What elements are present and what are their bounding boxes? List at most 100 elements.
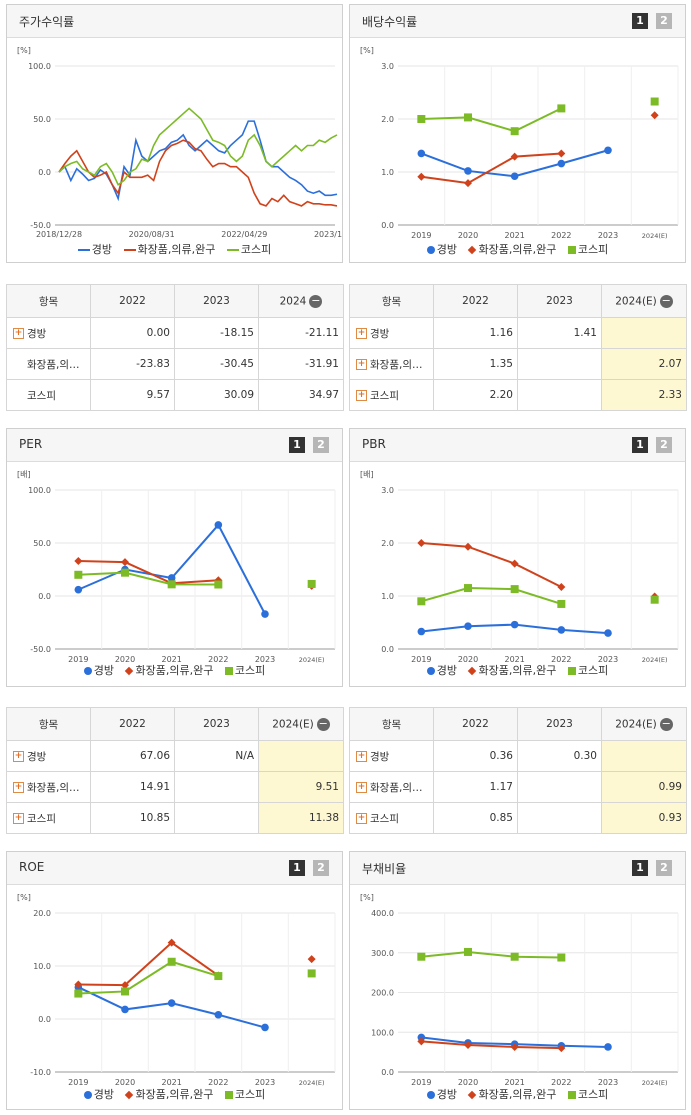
collapse-minus-icon[interactable]: − (659, 293, 673, 308)
series-kospi-line (421, 107, 562, 133)
x-tick-label: 2022 (208, 655, 228, 664)
expand-plus-icon[interactable]: + (13, 782, 24, 793)
legend-item-kospi[interactable]: 코스피 (226, 241, 271, 257)
series-apparel-point (417, 172, 426, 181)
legend-item-gyeongbang[interactable]: 경방 (426, 1086, 457, 1102)
table-cell (517, 379, 602, 411)
legend-item-apparel[interactable]: 화장품,의류,완구 (467, 662, 556, 678)
y-tick-label: 10.0 (33, 962, 51, 971)
x-tick-label: 2021 (161, 1078, 181, 1087)
expand-plus-icon[interactable]: + (356, 782, 367, 793)
column-header: 2022 (433, 284, 518, 318)
series-kospi-point (417, 115, 426, 123)
series-apparel-line (78, 941, 219, 987)
table-cell: 1.41 (517, 317, 602, 349)
expand-plus-icon[interactable]: + (13, 328, 24, 339)
legend-item-apparel[interactable]: 화장품,의류,완구 (123, 241, 215, 257)
table-cell-estimate (601, 317, 687, 349)
y-tick-label: 3.0 (381, 486, 394, 495)
table-cell: -21.11 (258, 317, 344, 349)
legend-circle-icon (83, 1091, 92, 1099)
y-tick-label: 100.0 (28, 486, 51, 495)
chart-legend: 경방 화장품,의류,완구 코스피 (7, 1086, 342, 1102)
series-gyeongbang-point (464, 622, 472, 631)
expand-plus-icon[interactable]: + (356, 390, 367, 401)
series-apparel-line (421, 152, 562, 185)
legend-item-apparel[interactable]: 화장품,의류,완구 (124, 662, 213, 678)
table-row: + 코스피 0.85 0.93 (349, 802, 687, 834)
page-2-button[interactable]: 2 (313, 860, 329, 876)
expand-plus-icon[interactable]: + (13, 813, 24, 824)
legend-item-apparel[interactable]: 화장품,의류,완구 (467, 241, 556, 257)
legend-item-gyeongbang[interactable]: 경방 (77, 241, 112, 257)
page-1-button[interactable]: 1 (632, 437, 648, 453)
x-tick-label: 2023 (598, 1078, 618, 1087)
legend-item-gyeongbang[interactable]: 경방 (83, 662, 114, 678)
row-label: + 코스피 (349, 379, 434, 411)
panel-title: 배당수익률 (362, 15, 418, 29)
legend-item-gyeongbang[interactable]: 경방 (426, 241, 457, 257)
table-cell: -18.15 (174, 317, 259, 349)
page-2-button[interactable]: 2 (656, 13, 672, 29)
legend-item-kospi[interactable]: 코스피 (224, 662, 265, 678)
collapse-minus-icon[interactable]: − (316, 716, 330, 731)
table-header-row: 항목 2022 2023 2024− (6, 284, 344, 318)
collapse-minus-icon[interactable]: − (309, 293, 323, 308)
per-chart: [배] 100.0 50.0 0.0 -50.0 2019 2020 2021 2022 2023… (17, 470, 336, 664)
expand-plus-icon[interactable]: + (356, 359, 367, 370)
y-unit-label: [%] (17, 46, 31, 55)
legend-item-kospi[interactable]: 코스피 (224, 1086, 265, 1102)
series-kospi-line (58, 107, 338, 186)
y-tick-label: 100.0 (28, 62, 51, 71)
y-tick-label: 50.0 (33, 539, 51, 548)
collapse-minus-icon[interactable]: − (659, 716, 673, 731)
row-label: + 코스피 (349, 802, 434, 834)
legend-diamond-icon (124, 666, 133, 676)
legend-item-kospi[interactable]: 코스피 (567, 662, 608, 678)
legend-circle-icon (426, 1091, 435, 1099)
series-gyeongbang-point (510, 172, 519, 181)
row-label: + 화장품,의… (349, 348, 434, 380)
legend-item-kospi[interactable]: 코스피 (567, 1086, 608, 1102)
expand-plus-icon[interactable]: + (356, 328, 367, 339)
debt-ratio-panel: 부채비율 1 2 [%] 400.0 300.0 200.0 100.0 0.0 2019 2… (349, 851, 686, 1110)
row-label: + 코스피 (6, 802, 91, 834)
series-gyeongbang-point (510, 620, 519, 629)
row-label: 화장품,의… (6, 348, 91, 380)
expand-plus-icon[interactable]: + (356, 813, 367, 824)
page-1-button[interactable]: 1 (632, 13, 648, 29)
legend-item-kospi[interactable]: 코스피 (567, 241, 608, 257)
table-cell: 34.97 (258, 379, 344, 411)
table-cell: -30.45 (174, 348, 259, 380)
series-apparel-point (121, 558, 129, 567)
series-apparel-point (464, 542, 472, 551)
stock-return-panel: 주가수익률 [%] 100.0 50.0 0.0 -50.0 2018/12/28 2020… (6, 4, 343, 263)
dividend-yield-panel: 배당수익률 1 2 [%] 3.0 2.0 1.0 0.0 2019 2020 2021 202… (349, 4, 686, 263)
table-cell (174, 771, 259, 803)
page-2-button[interactable]: 2 (656, 437, 672, 453)
page-1-button[interactable]: 1 (632, 860, 648, 876)
legend-item-apparel[interactable]: 화장품,의류,완구 (467, 1086, 556, 1102)
panel-header: PBR 1 2 (350, 429, 685, 462)
legend-item-gyeongbang[interactable]: 경방 (83, 1086, 114, 1102)
page-2-button[interactable]: 2 (313, 437, 329, 453)
column-header: 2023 (517, 284, 602, 318)
series-gyeongbang-point (74, 585, 83, 594)
x-tick-label: 2021 (161, 655, 181, 664)
legend-item-apparel[interactable]: 화장품,의류,완구 (124, 1086, 213, 1102)
table-cell (517, 802, 602, 834)
page-2-button[interactable]: 2 (656, 860, 672, 876)
series-apparel-point (307, 955, 316, 964)
page-1-button[interactable]: 1 (289, 437, 305, 453)
page-1-button[interactable]: 1 (289, 860, 305, 876)
legend-item-gyeongbang[interactable]: 경방 (426, 662, 457, 678)
expand-plus-icon[interactable]: + (356, 751, 367, 762)
expand-plus-icon[interactable]: + (13, 751, 24, 762)
series-gyeongbang-point (261, 1023, 269, 1032)
legend-line-icon (123, 249, 136, 251)
table-header-row: 항목 2022 2023 2024(E) − (349, 707, 687, 741)
legend-line-icon (77, 249, 90, 251)
panel-header: ROE 1 2 (7, 852, 342, 885)
column-header: 2022 (433, 707, 518, 741)
